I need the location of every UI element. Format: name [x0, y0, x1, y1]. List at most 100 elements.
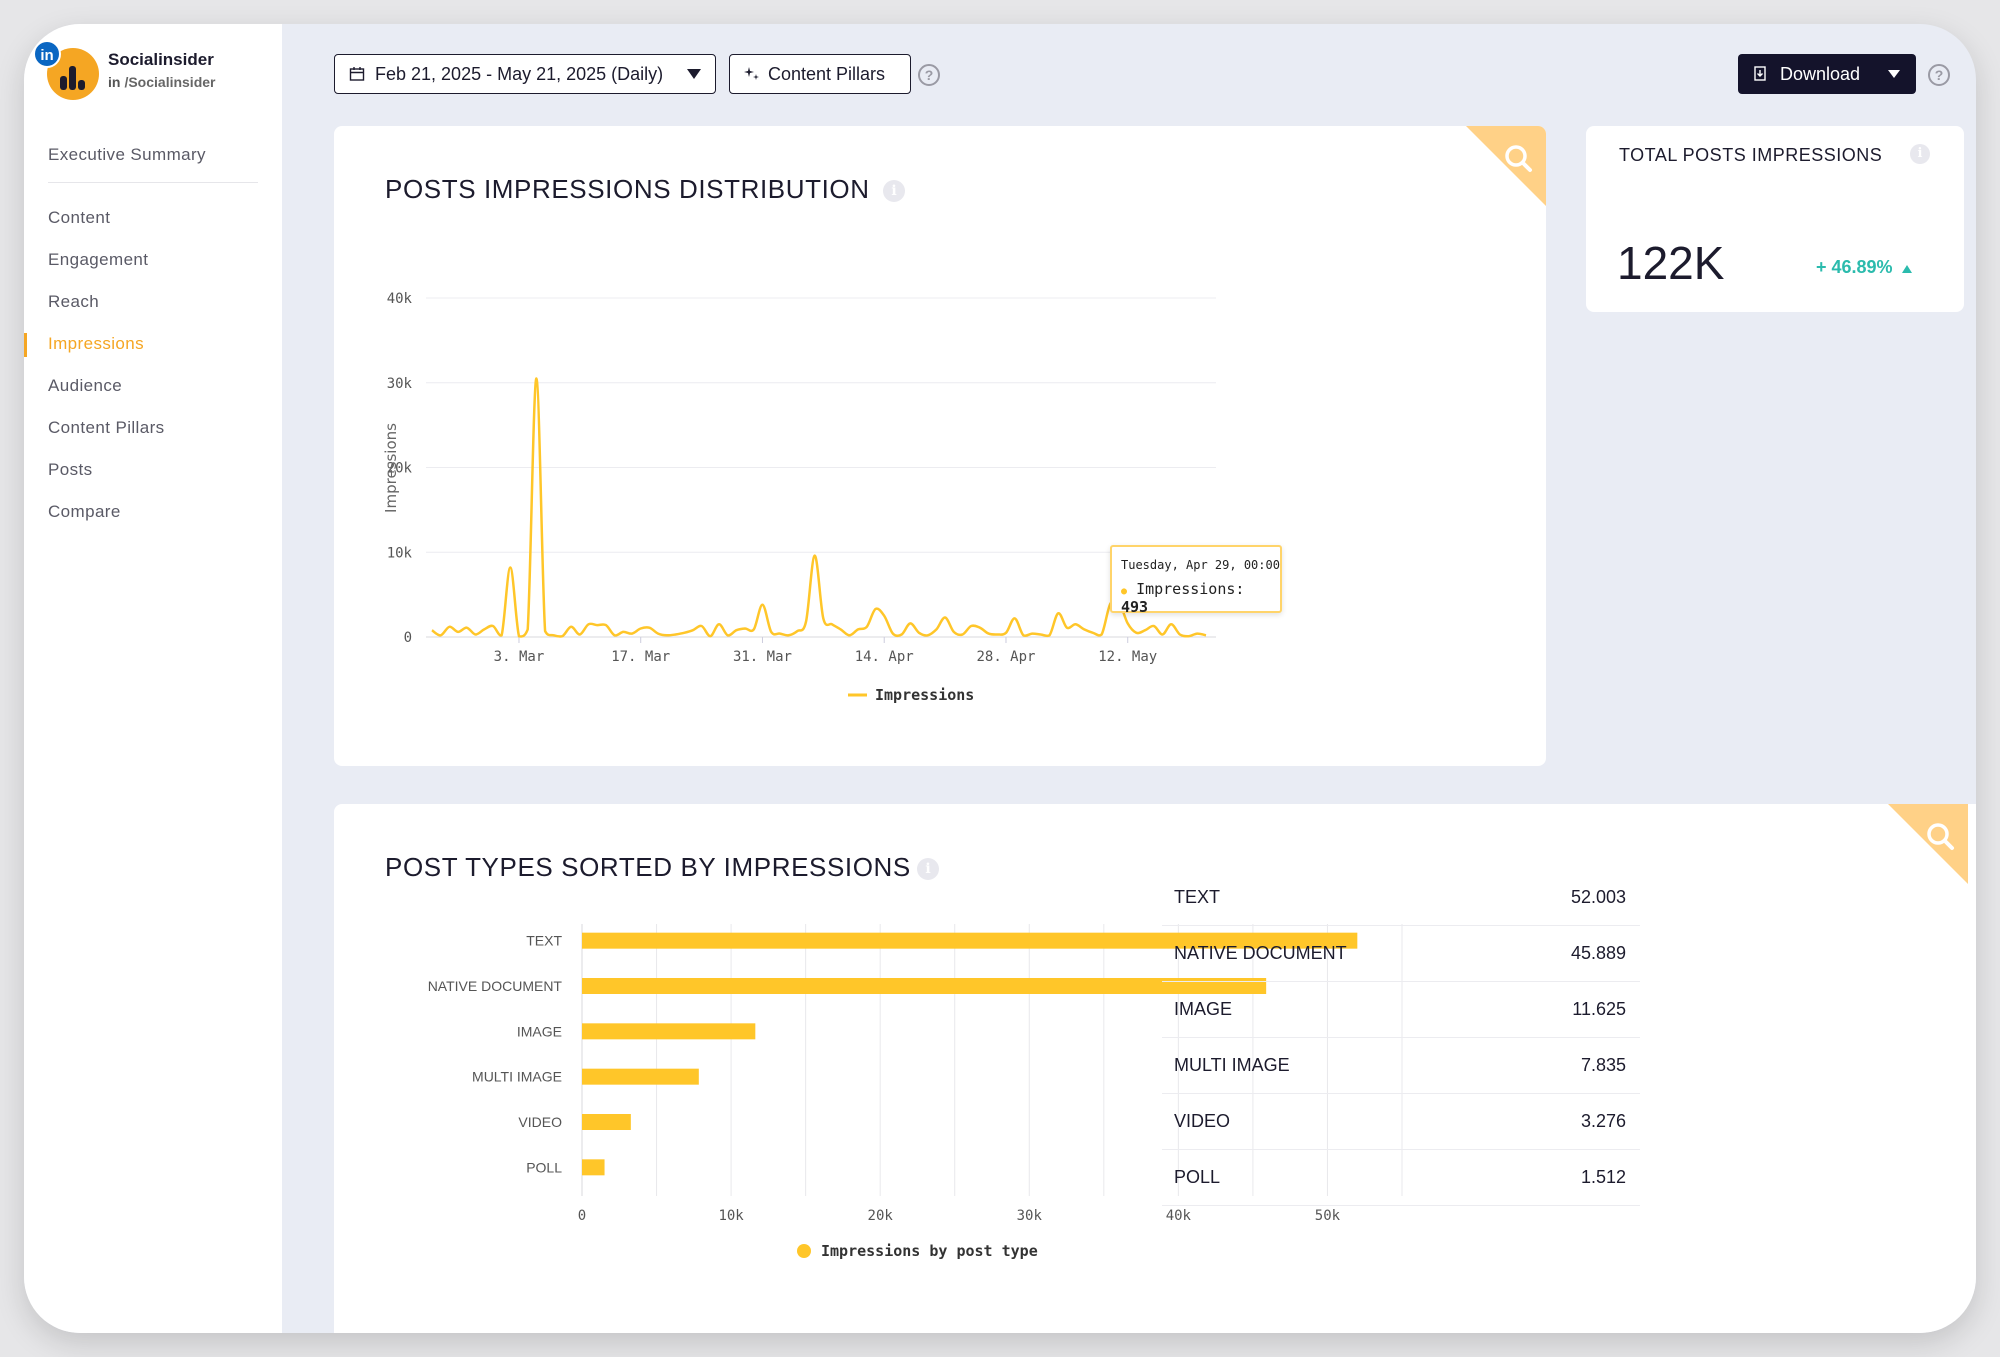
bar-video[interactable] [582, 1114, 631, 1130]
post-type-value: 45.889 [1570, 943, 1626, 963]
x-tick-label: 40k [1166, 1208, 1192, 1224]
impressions-distribution-card: POSTS IMPRESSIONS DISTRIBUTION i 0 10k 20k… [334, 126, 1546, 766]
impressions-delta: + 46.89% [1816, 257, 1912, 278]
brand-header: in Socialinsider in/Socialinsider [24, 24, 282, 104]
total-impressions-value: 122K [1617, 237, 1725, 289]
y-tick-label: 0 [404, 630, 412, 646]
sidebar-item-impressions[interactable]: Impressions [24, 323, 282, 365]
bar-image[interactable] [582, 1023, 756, 1040]
table-row: MULTI IMAGE 7.835 [1162, 1038, 1640, 1094]
y-tick-label: 10k [387, 545, 413, 561]
x-tick-label: 50k [1315, 1208, 1341, 1224]
category-label: POLL [526, 1159, 562, 1175]
table-row: NATIVE DOCUMENT 45.889 [1162, 926, 1640, 982]
sidebar-nav: Executive Summary Content Engagement Rea… [24, 134, 282, 533]
brand-handle: in/Socialinsider [108, 74, 216, 90]
y-tick-label: 40k [387, 291, 413, 307]
sidebar-item-content-pillars[interactable]: Content Pillars [48, 418, 165, 437]
zoom-icon[interactable] [1888, 804, 1968, 884]
impressions-series-line [431, 377, 1207, 638]
sidebar-item-engagement[interactable]: Engagement [48, 250, 149, 269]
tooltip-value: 493 [1121, 598, 1149, 616]
post-type-value: 11.625 [1572, 999, 1626, 1019]
category-label: VIDEO [518, 1114, 562, 1130]
post-type-value: 52.003 [1570, 887, 1626, 907]
content-pillars-button[interactable]: Content Pillars [729, 54, 911, 94]
x-tick-label: 0 [578, 1208, 586, 1224]
linkedin-icon: in [33, 40, 61, 68]
sidebar-item-content[interactable]: Content [48, 208, 111, 227]
y-tick-label: 30k [387, 376, 413, 392]
post-types-bar-chart: TEXT NATIVE DOCUMENT IMAGE MULTI IMAGE VIDEO… [428, 924, 1403, 1260]
legend-label: Impressions [875, 686, 974, 704]
legend[interactable]: Impressions [848, 686, 974, 704]
info-icon[interactable]: i [883, 180, 905, 202]
category-label: MULTI IMAGE [472, 1069, 562, 1085]
impressions-line-chart: 0 10k 20k 30k 40k 3. Mar 17. Mar 31. Mar 14. Ap… [382, 291, 1216, 704]
download-icon [1754, 66, 1766, 81]
delta-text: + 46.89% [1816, 257, 1893, 277]
info-icon[interactable]: i [917, 858, 939, 880]
sidebar-item-posts[interactable]: Posts [48, 460, 93, 479]
post-type-name: POLL [1174, 1167, 1221, 1187]
date-range-picker[interactable]: Feb 21, 2025 - May 21, 2025 (Daily) [334, 54, 716, 94]
nav-divider [48, 182, 258, 183]
sidebar-item-compare[interactable]: Compare [48, 502, 121, 521]
sidebar-item-audience[interactable]: Audience [48, 376, 123, 395]
chevron-down-icon[interactable] [1888, 70, 1900, 78]
app-window: in Socialinsider in/Socialinsider Execut… [24, 24, 1976, 1333]
table-row: IMAGE 11.625 [1162, 982, 1640, 1038]
bar-poll[interactable] [582, 1159, 605, 1176]
x-tick-label: 10k [718, 1208, 744, 1224]
sidebar: in Socialinsider in/Socialinsider Execut… [24, 24, 282, 1333]
post-type-name: TEXT [1174, 887, 1221, 907]
y-axis-label: Impressions [382, 423, 400, 513]
brand-name: Socialinsider [108, 50, 214, 69]
date-range-label: Feb 21, 2025 - May 21, 2025 (Daily) [375, 63, 664, 84]
table-row: TEXT 52.003 [1162, 870, 1640, 926]
sparkle-icon [744, 67, 759, 80]
post-type-name: VIDEO [1174, 1111, 1231, 1131]
x-tick-label: 28. Apr [976, 649, 1035, 665]
post-type-name: NATIVE DOCUMENT [1174, 943, 1347, 963]
table-row: POLL 1.512 [1162, 1150, 1640, 1206]
card-title: POSTS IMPRESSIONS DISTRIBUTION [385, 174, 870, 204]
content-pillars-label: Content Pillars [768, 63, 886, 84]
category-label: IMAGE [517, 1023, 562, 1039]
x-tick-label: 20k [868, 1208, 894, 1224]
bar-text[interactable] [582, 932, 1358, 949]
x-tick-label: 31. Mar [733, 649, 792, 665]
sidebar-item-reach[interactable]: Reach [48, 292, 100, 311]
sidebar-item-executive-summary[interactable]: Executive Summary [48, 145, 206, 164]
x-tick-label: 12. May [1098, 649, 1157, 665]
legend[interactable]: Impressions by post type [797, 1242, 1038, 1260]
y-tick-label: 20k [387, 461, 413, 477]
help-icon[interactable]: ? [1928, 64, 1950, 86]
dropdown-triangle-icon [687, 69, 701, 79]
legend-label: Impressions by post type [821, 1242, 1038, 1260]
category-label: TEXT [526, 933, 562, 949]
x-tick-label: 14. Apr [855, 649, 914, 665]
category-label: NATIVE DOCUMENT [428, 978, 563, 994]
x-tick-label: 30k [1017, 1208, 1043, 1224]
calendar-icon [349, 67, 365, 81]
post-types-card: POST TYPES SORTED BY IMPRESSIONS i TEXT N… [334, 804, 1976, 1333]
bar-native-document[interactable] [582, 978, 1267, 994]
info-icon[interactable]: i [1910, 144, 1930, 164]
post-type-name: MULTI IMAGE [1174, 1055, 1290, 1075]
metric-title: TOTAL POSTS IMPRESSIONS [1619, 145, 1883, 165]
post-type-value: 7.835 [1580, 1055, 1626, 1075]
chart-tooltip: Tuesday, Apr 29, 00:00 ● Impressions: 49… [1110, 545, 1282, 616]
post-type-value: 1.512 [1580, 1167, 1626, 1187]
download-label: Download [1780, 63, 1861, 84]
bar-multi-image[interactable] [582, 1068, 699, 1085]
help-icon[interactable]: ? [918, 64, 940, 86]
tooltip-value-line: ● Impressions: 493 [1121, 580, 1245, 616]
tooltip-label: Impressions: [1136, 580, 1245, 598]
x-tick-label: 17. Mar [611, 649, 670, 665]
arrow-up-icon [1901, 265, 1912, 273]
download-button[interactable]: Download [1738, 54, 1916, 94]
linkedin-prefix: in [108, 74, 121, 90]
zoom-icon[interactable] [1466, 126, 1546, 206]
table-row: VIDEO 3.276 [1162, 1094, 1640, 1150]
